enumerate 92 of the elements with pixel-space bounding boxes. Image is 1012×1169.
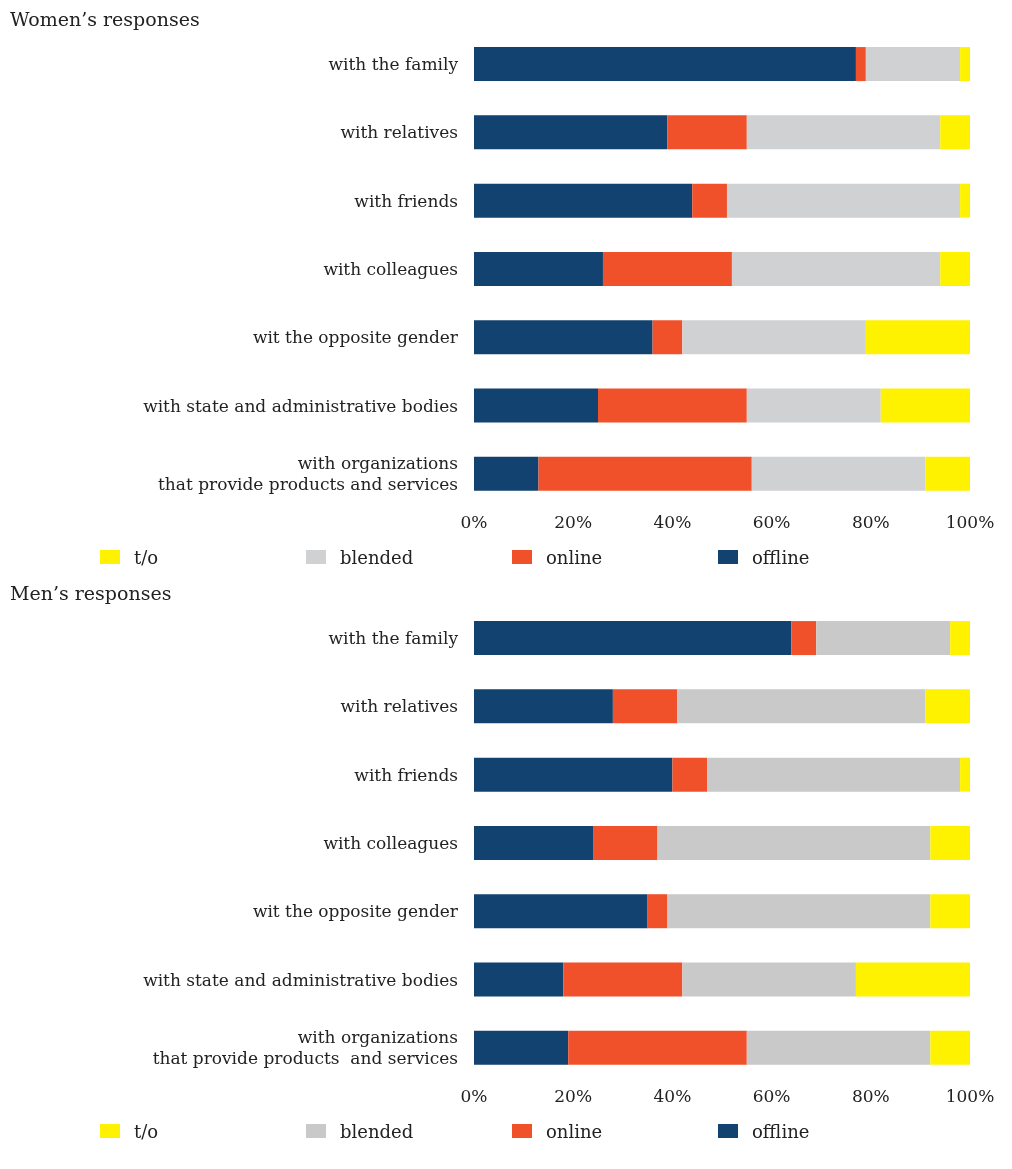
y-tick-label: wit the opposite gender xyxy=(252,901,459,922)
bar xyxy=(746,115,941,150)
bar xyxy=(880,388,970,423)
bar xyxy=(731,251,941,286)
bar xyxy=(746,388,881,423)
y-tick-label: with colleagues xyxy=(323,259,458,279)
y-tick-label: with state and administrative bodies xyxy=(143,969,458,990)
y-tick-label: wit the opposite gender xyxy=(252,327,459,348)
y-tick-label: with friends xyxy=(354,764,458,785)
x-tick-label: 20% xyxy=(554,1086,593,1107)
bar xyxy=(568,1030,747,1065)
bar xyxy=(474,962,564,997)
text: Men’s responses xyxy=(9,582,173,604)
x-tick-label: 20% xyxy=(554,512,593,533)
y-tick-label: with state and administrative bodies xyxy=(143,395,458,416)
bar xyxy=(791,621,817,656)
y-tick-label: with relatives xyxy=(340,122,458,143)
bar xyxy=(474,251,603,286)
bar xyxy=(652,320,683,355)
bar xyxy=(667,894,931,929)
x-tick-label: 80% xyxy=(851,512,890,533)
bar xyxy=(647,894,668,929)
legend-label: blended xyxy=(340,1120,414,1142)
bar xyxy=(960,183,970,218)
y-tick-label: with the family xyxy=(328,54,459,75)
bar xyxy=(474,689,613,724)
bar xyxy=(816,621,951,656)
bar xyxy=(726,183,961,218)
y-tick-label: with organizations that provide products and services xyxy=(152,1027,458,1069)
x-tick-label: 60% xyxy=(752,1086,791,1107)
bar xyxy=(751,456,926,491)
bar xyxy=(474,388,598,423)
x-tick-label: 100% xyxy=(945,512,995,533)
legend-label: offline xyxy=(752,1120,810,1142)
bar xyxy=(474,47,856,82)
bar xyxy=(657,825,931,860)
bar xyxy=(667,115,747,150)
bar xyxy=(930,894,970,929)
x-tick-label: 40% xyxy=(653,512,692,533)
bar xyxy=(855,962,970,997)
x-tick-label: 60% xyxy=(752,512,791,533)
bar xyxy=(474,757,673,792)
y-tick-label: with friends xyxy=(354,190,458,211)
bar xyxy=(682,962,856,997)
x-tick-label: 80% xyxy=(851,1086,890,1107)
bar xyxy=(563,962,683,997)
bar xyxy=(925,456,970,491)
bar xyxy=(538,456,752,491)
bar xyxy=(474,621,792,656)
bar xyxy=(593,825,658,860)
text: Women’s responses xyxy=(9,8,201,30)
x-tick-label: 0% xyxy=(460,512,488,533)
legend-label: t/o xyxy=(134,1120,159,1142)
bar xyxy=(474,115,668,150)
bar xyxy=(960,757,970,792)
bar xyxy=(865,47,961,82)
bar xyxy=(677,689,926,724)
legend-label: offline xyxy=(752,546,810,568)
legend-label: blended xyxy=(340,546,414,568)
bar xyxy=(940,115,970,150)
legend-label: online xyxy=(546,1120,603,1142)
bar xyxy=(474,894,648,929)
bar xyxy=(930,825,970,860)
y-tick-label: with relatives xyxy=(340,696,458,717)
bar xyxy=(855,47,866,82)
x-tick-label: 100% xyxy=(945,1086,995,1107)
y-tick-label: with organizations that provide products and services xyxy=(158,453,458,495)
bar xyxy=(672,757,708,792)
bar xyxy=(692,183,727,218)
x-tick-label: 0% xyxy=(460,1086,488,1107)
legend-label: online xyxy=(546,546,603,568)
bar xyxy=(474,1030,569,1065)
bar xyxy=(474,320,653,355)
bar xyxy=(950,621,970,656)
y-tick-label: with the family xyxy=(328,628,459,649)
bar xyxy=(925,689,970,724)
bar xyxy=(746,1030,931,1065)
bar xyxy=(598,388,747,423)
bar xyxy=(474,825,594,860)
bar xyxy=(707,757,961,792)
legend-label: t/o xyxy=(134,546,159,568)
bar xyxy=(474,456,539,491)
bar xyxy=(612,689,678,724)
bar xyxy=(960,47,970,82)
bar xyxy=(682,320,866,355)
bar xyxy=(602,251,732,286)
bar xyxy=(930,1030,970,1065)
bar xyxy=(940,251,970,286)
bar xyxy=(865,320,970,355)
y-tick-label: with colleagues xyxy=(323,833,458,853)
bar xyxy=(474,183,693,218)
x-tick-label: 40% xyxy=(653,1086,692,1107)
